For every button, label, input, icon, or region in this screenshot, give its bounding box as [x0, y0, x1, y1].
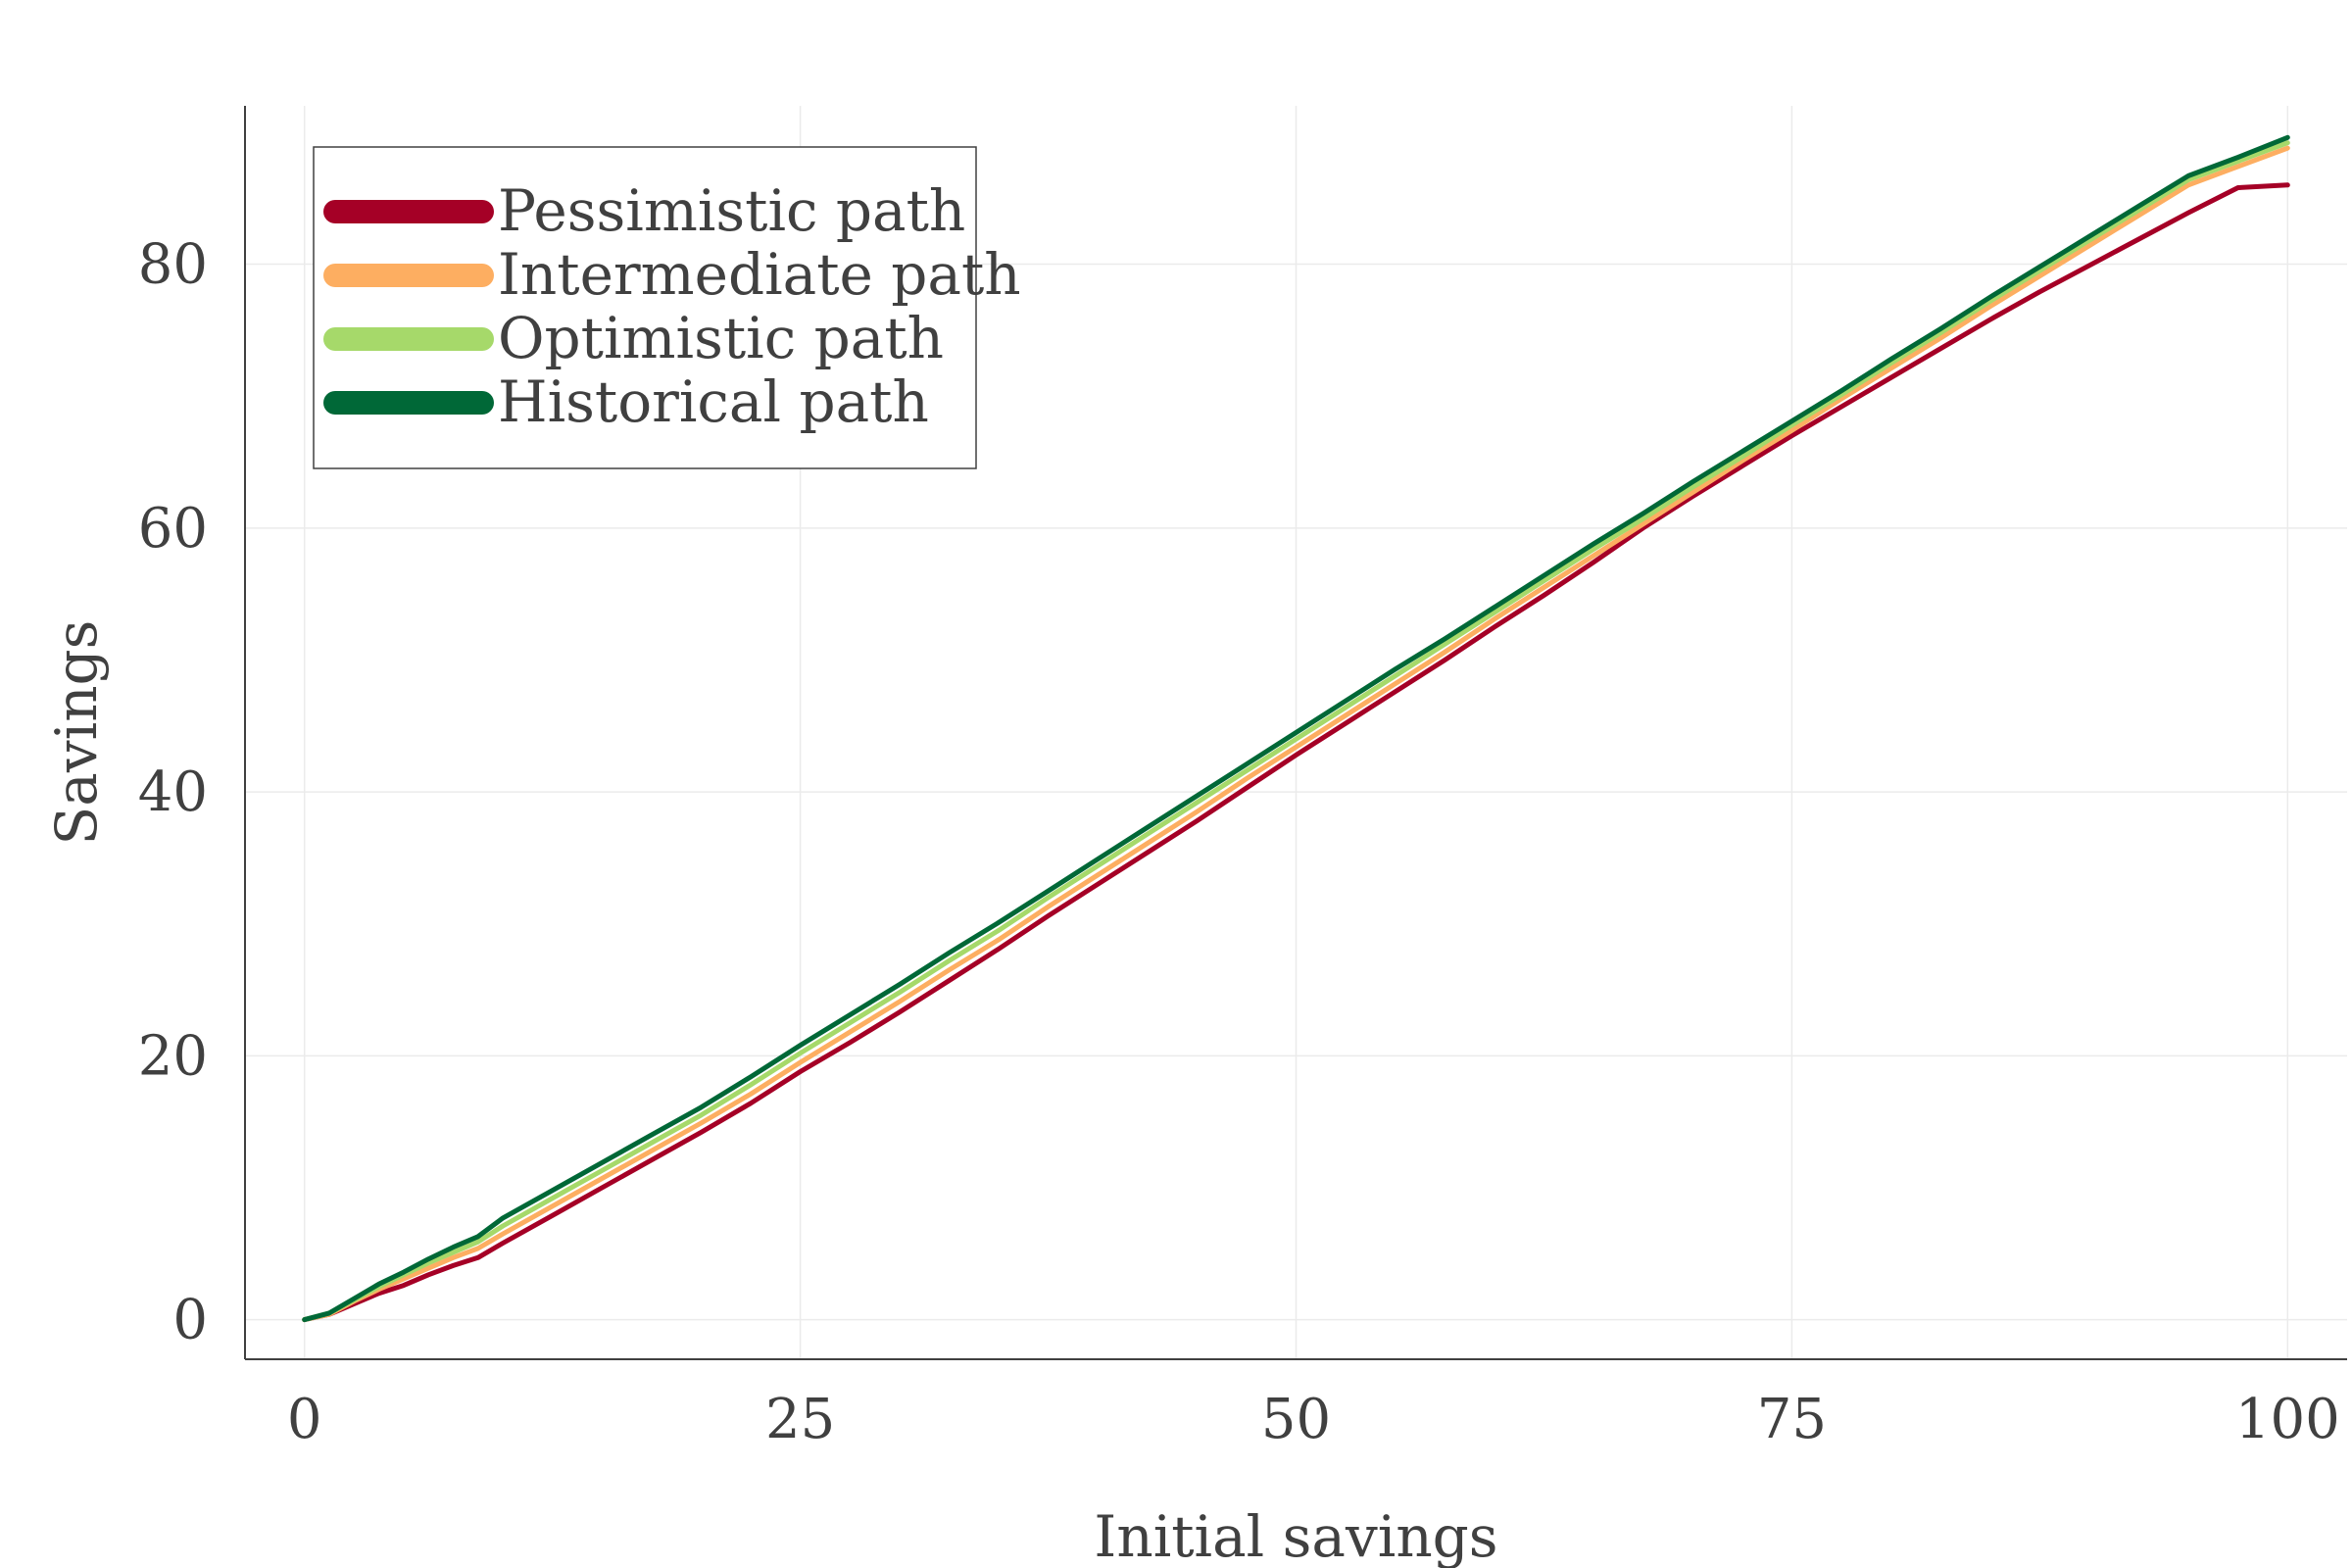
y-axis-title: Savings [43, 620, 110, 846]
legend-label: Historical path [498, 368, 929, 435]
y-tick-label: 40 [138, 760, 208, 824]
y-tick-label: 20 [138, 1024, 208, 1088]
legend-label: Intermediate path [498, 241, 1021, 308]
x-tick-label: 50 [1261, 1388, 1331, 1451]
series-line-optimistic [302, 140, 2290, 1323]
y-tick-label: 0 [172, 1289, 208, 1352]
x-tick-label: 100 [2235, 1388, 2340, 1451]
x-tick-label: 0 [287, 1388, 322, 1451]
x-tick-label: 25 [765, 1388, 835, 1451]
x-tick-label: 75 [1757, 1388, 1827, 1451]
series-line-intermediate [302, 145, 2290, 1323]
y-tick-label: 80 [138, 233, 208, 297]
series-lines [302, 134, 2290, 1323]
tick-labels: 0 25 50 75 100 0 20 40 60 80 [138, 233, 2340, 1451]
legend-label: Pessimistic path [498, 177, 965, 244]
axes [244, 106, 2347, 1360]
series-line-historical [302, 134, 2290, 1323]
x-axis-title: Initial savings [1094, 1503, 1497, 1568]
legend-label: Optimistic path [498, 305, 944, 371]
y-tick-label: 60 [138, 497, 208, 561]
series-line-pessimistic [302, 182, 2290, 1323]
